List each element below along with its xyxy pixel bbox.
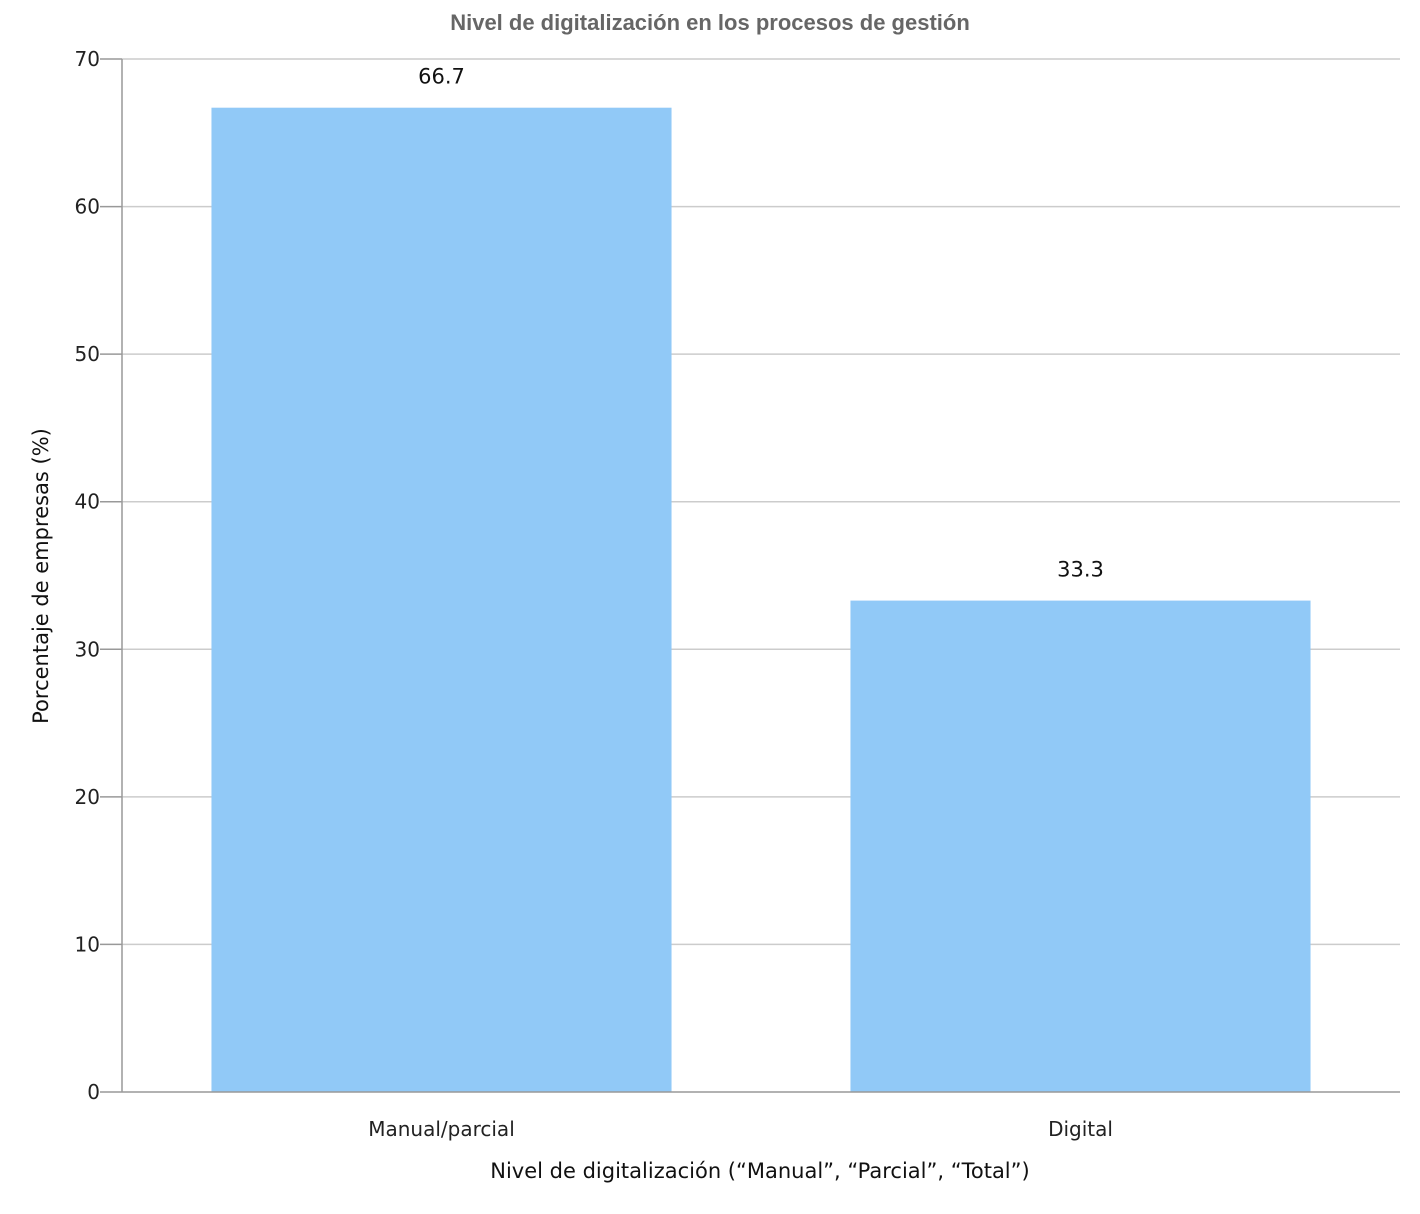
data-label: 66.7 xyxy=(418,65,465,89)
y-tick-label: 10 xyxy=(75,932,100,956)
x-tick-label: Digital xyxy=(1048,1117,1113,1141)
bars xyxy=(211,107,1311,1093)
x-tick-label: Manual/parcial xyxy=(368,1117,515,1141)
y-tick-label: 50 xyxy=(75,342,100,366)
y-tick-label: 70 xyxy=(75,47,100,71)
x-axis-ticks: Manual/parcial Digital xyxy=(368,1117,1113,1141)
y-axis-label: Porcentaje de empresas (%) xyxy=(29,428,53,724)
data-label: 33.3 xyxy=(1057,558,1104,582)
bar-digital xyxy=(850,600,1311,1092)
data-labels: 66.7 33.3 xyxy=(418,65,1104,582)
y-tick-label: 0 xyxy=(87,1080,100,1104)
x-axis-label: Nivel de digitalización (“Manual”, “Parc… xyxy=(490,1159,1029,1183)
bar-manual-parcial xyxy=(211,107,672,1093)
y-axis-ticks: 0 10 20 30 40 50 60 70 xyxy=(75,47,122,1104)
y-tick-label: 30 xyxy=(75,637,100,661)
y-tick-label: 60 xyxy=(75,195,100,219)
chart-title: Nivel de digitalización en los procesos … xyxy=(450,10,970,35)
y-tick-label: 40 xyxy=(75,490,100,514)
y-tick-label: 20 xyxy=(75,785,100,809)
